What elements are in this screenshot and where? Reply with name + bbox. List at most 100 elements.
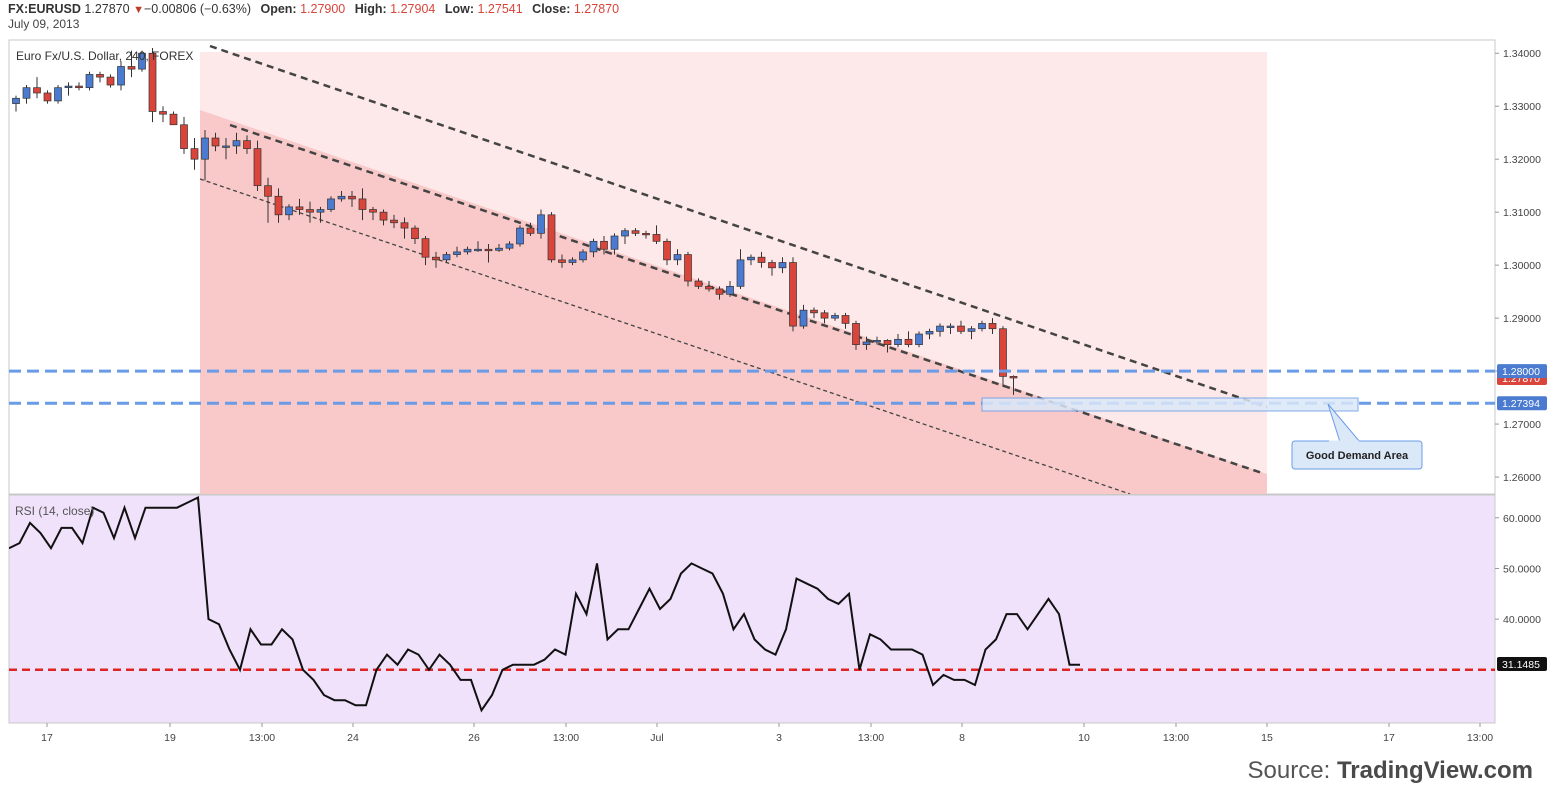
candle-body — [337, 195, 346, 200]
demand-area-label: Good Demand Area — [1306, 450, 1409, 462]
channel-mid-line[interactable] — [229, 123, 1263, 475]
candle-body — [453, 251, 461, 255]
channel-top-line[interactable] — [209, 44, 1268, 409]
rsi-value-marker — [1497, 656, 1547, 671]
candle — [526, 222, 535, 237]
candle — [579, 249, 587, 263]
candle — [652, 225, 661, 244]
candle-body — [673, 254, 682, 261]
price-change: −0.00806 (−0.63%) — [143, 2, 251, 16]
price-chart-title: Euro Fx/U.S. Dollar, 240, FOREX — [16, 49, 193, 63]
candle-body — [946, 325, 955, 328]
price-axis[interactable]: 1.34000 1.33000 1.32000 1.31000 1.30000 1.290… — [1495, 48, 1547, 484]
candle-body — [684, 254, 692, 282]
candle — [736, 249, 745, 289]
candle-body — [274, 195, 283, 216]
last-price: 1.27870 — [84, 2, 130, 16]
candle — [915, 331, 923, 348]
level-marker-label: 1.27394 — [1502, 398, 1540, 410]
time-tick-label: 3 — [776, 732, 782, 744]
candle — [159, 106, 167, 123]
candle — [379, 209, 388, 226]
candle-body — [369, 209, 377, 213]
time-tick-label: 24 — [347, 732, 359, 744]
chart-date: July 09, 2013 — [8, 17, 80, 31]
candle — [936, 323, 944, 337]
candle — [453, 246, 461, 258]
channel-bottom-line[interactable] — [199, 178, 1131, 494]
high-label: High: — [354, 2, 387, 16]
candle — [610, 233, 619, 255]
candle-body — [400, 222, 409, 229]
candle-body — [789, 262, 797, 327]
candle-body — [432, 256, 440, 261]
candle-body — [915, 333, 923, 345]
candle — [274, 188, 283, 223]
candle — [705, 281, 713, 292]
open-value: 1.27900 — [300, 2, 346, 16]
candle — [694, 278, 703, 289]
channel-mid-fill — [200, 52, 1267, 410]
candle-body — [96, 74, 104, 78]
time-tick-label: 13:00 — [553, 732, 579, 744]
candle-body — [925, 331, 934, 335]
candle — [505, 241, 514, 251]
candle-body — [831, 315, 839, 319]
candle — [295, 198, 304, 215]
candle — [568, 257, 577, 266]
candle-body — [306, 209, 314, 213]
candle-body — [694, 280, 703, 287]
rsi-pane[interactable] — [8, 494, 1496, 724]
candle-body — [631, 230, 640, 234]
level-marker — [1497, 364, 1547, 379]
rsi-axis[interactable]: 60.0000 50.0000 40.0000 31.1485 — [1495, 513, 1547, 671]
time-tick-label: 8 — [959, 732, 965, 744]
candle-body — [411, 227, 419, 240]
candle — [211, 132, 220, 152]
candle — [43, 90, 52, 104]
candle — [904, 331, 913, 348]
candle — [148, 47, 157, 123]
demand-area-box[interactable] — [981, 397, 1359, 412]
candle — [778, 257, 787, 274]
symbol-name: FX:EURUSD — [8, 2, 81, 16]
levels-group — [9, 369, 1495, 405]
time-tick-label: 13:00 — [1467, 732, 1493, 744]
price-tick-label: 1.30000 — [1503, 260, 1541, 272]
time-axis[interactable]: 17 19 13:00 24 26 13:00 Jul 3 13:00 8 10 13:00 15 17 1… — [9, 722, 1495, 744]
candle-body — [589, 240, 598, 253]
candle-body — [358, 198, 367, 210]
candle — [747, 254, 755, 266]
candle — [999, 326, 1007, 387]
candle-body — [285, 206, 293, 216]
time-tick-label: 13:00 — [1163, 732, 1189, 744]
candle-body — [253, 148, 262, 187]
candle — [495, 243, 503, 252]
candle-body — [421, 238, 430, 258]
candle — [33, 77, 41, 99]
candle — [327, 196, 335, 213]
candle-body — [705, 285, 713, 290]
candle — [726, 281, 734, 297]
rsi-tick-label: 50.0000 — [1503, 563, 1541, 575]
candle-body — [663, 240, 671, 261]
candle — [127, 50, 136, 78]
candle-body — [505, 243, 514, 249]
candle-body — [558, 259, 566, 263]
candle — [768, 259, 776, 276]
candle — [631, 228, 640, 237]
candle — [400, 217, 409, 239]
candle — [169, 111, 178, 126]
candle-body — [957, 325, 965, 332]
candle-body — [852, 323, 860, 345]
candle — [621, 228, 629, 244]
candle — [348, 190, 356, 207]
candle — [537, 209, 545, 239]
candle-body — [736, 259, 745, 287]
candle-body — [652, 234, 661, 242]
price-tick-label: 1.31000 — [1503, 207, 1541, 219]
candle — [390, 214, 398, 229]
candle-body — [967, 328, 976, 332]
candle — [442, 251, 451, 263]
